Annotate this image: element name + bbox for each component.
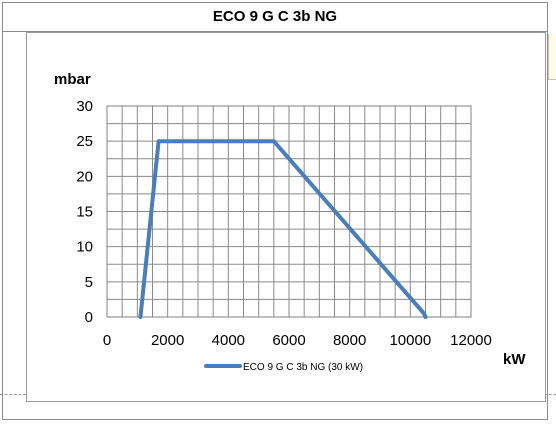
x-tick-labels: 0 2000 4000 6000 8000 10000 12000: [103, 332, 492, 349]
y-tick-label: 20: [76, 168, 93, 185]
x-tick-label: 12000: [450, 332, 492, 349]
series-line: [138, 139, 428, 319]
x-tick-label: 4000: [212, 332, 245, 349]
chart-area: [26, 32, 546, 402]
x-tick-label: 0: [103, 332, 111, 349]
x-tick-label: 2000: [151, 332, 184, 349]
x-axis-label: kW: [503, 351, 526, 368]
legend: ECO 9 G C 3b NG (30 kW): [204, 362, 363, 373]
y-tick-label: 0: [85, 309, 93, 326]
page-break-line-right: [540, 394, 556, 395]
x-tick-label: 6000: [272, 332, 305, 349]
x-tick-label: 8000: [333, 332, 366, 349]
y-tick-label: 10: [76, 239, 93, 256]
y-tick-labels: 0 5 10 15 20 25 30: [76, 98, 93, 326]
gridlines: [107, 106, 471, 317]
y-tick-label: 15: [76, 204, 93, 221]
x-tick-label: 10000: [389, 332, 431, 349]
y-tick-label: 25: [76, 133, 93, 150]
page-break-line-left: [0, 394, 26, 395]
series-layer: [138, 139, 428, 319]
legend-label: ECO 9 G C 3b NG (30 kW): [243, 362, 363, 373]
adjacent-cell-strip: [548, 34, 556, 80]
y-tick-label: 5: [85, 274, 93, 291]
y-axis-label: mbar: [54, 71, 91, 88]
plot-area-border: [106, 105, 472, 318]
chart-title: ECO 9 G C 3b NG: [2, 2, 548, 32]
y-tick-label: 30: [76, 98, 93, 115]
